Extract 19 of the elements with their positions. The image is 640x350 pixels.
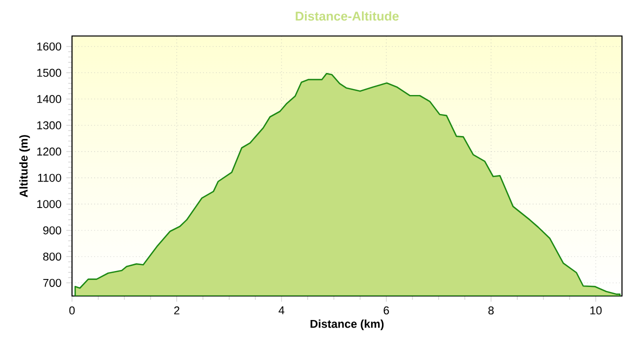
y-axis-title: Altitude (m) [19,135,30,198]
x-tick-label: 2 [174,306,180,314]
x-tick-label: 8 [488,306,494,314]
y-tick-label: 1500 [37,68,62,77]
x-tick-label: 0 [69,306,75,314]
y-tick-label: 1000 [37,200,62,208]
y-tick-label: 800 [43,252,62,261]
x-axis-title: Distance (km) [310,320,384,330]
y-tick-label: 1600 [37,42,62,51]
chart-title: Distance-Altitude [296,11,399,21]
x-tick-label: 4 [278,306,284,314]
y-tick-label: 1200 [37,148,62,156]
x-tick-label: 6 [384,306,389,314]
y-tick-label: 900 [43,226,62,234]
y-tick-label: 1300 [37,121,62,130]
x-tick-label: 10 [590,306,602,314]
y-tick-label: 700 [43,278,62,287]
y-tick-label: 1100 [38,174,62,182]
y-tick-label: 1400 [37,95,62,104]
